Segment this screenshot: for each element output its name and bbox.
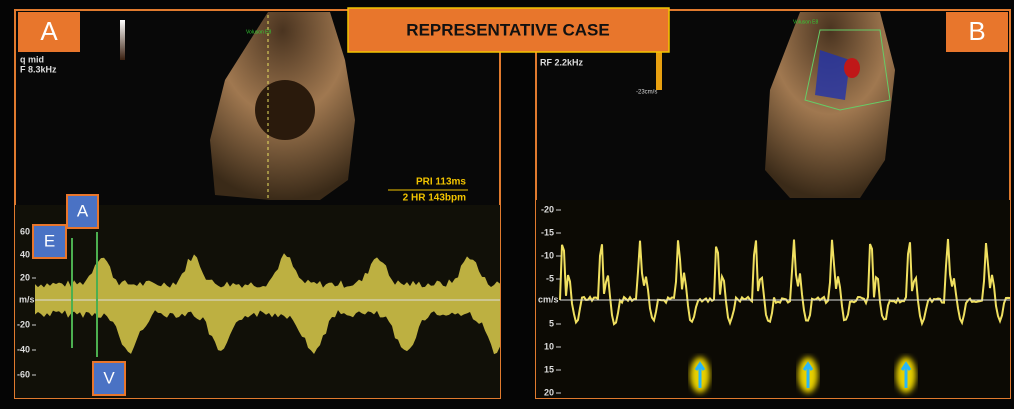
- tick-label: 20: [544, 387, 554, 397]
- tick-label: 20: [20, 272, 30, 282]
- axis-unit: cm/s: [538, 294, 559, 304]
- color-bar: [656, 50, 662, 90]
- panel-label: A: [40, 16, 58, 46]
- tick-label: 15: [544, 364, 554, 374]
- tick-label: 40: [20, 249, 30, 259]
- measurement: 2 HR 143bpm: [403, 193, 466, 204]
- panel-label: B: [968, 16, 985, 46]
- scale: -23cm/s: [636, 90, 657, 96]
- tick-label: -15: [541, 227, 554, 237]
- tick-label: -10: [541, 250, 554, 260]
- title: REPRESENTATIVE CASE: [406, 20, 609, 39]
- machine: Voluson E8: [793, 19, 819, 25]
- marker-label: V: [103, 368, 115, 387]
- setting: RF 2.2kHz: [540, 57, 584, 67]
- marker-label: A: [77, 201, 89, 220]
- tick-label: -60: [17, 369, 30, 379]
- tick-label: 60: [20, 226, 30, 236]
- heart-a: [255, 80, 315, 140]
- tick-label: -5: [546, 273, 554, 283]
- tick-label: 5: [549, 318, 554, 328]
- setting: q mid: [20, 54, 44, 64]
- measurement: PRI 113ms: [416, 177, 466, 188]
- tick-label: -20: [541, 204, 554, 214]
- tick-label: -40: [17, 344, 30, 354]
- axis-unit: m/s: [19, 294, 35, 304]
- gray-bar: [120, 20, 125, 60]
- setting: F 8.3kHz: [20, 64, 57, 74]
- machine: Voluson E8: [246, 29, 272, 35]
- marker-label: E: [44, 231, 55, 250]
- color-flow-red: [844, 58, 860, 78]
- tick-label: -20: [17, 319, 30, 329]
- figure: 60 40 20 -20 -40 -60 -20 -15 -10 -5 5 10 15 20 REPRES…: [0, 0, 1014, 409]
- tick-label: 10: [544, 341, 554, 351]
